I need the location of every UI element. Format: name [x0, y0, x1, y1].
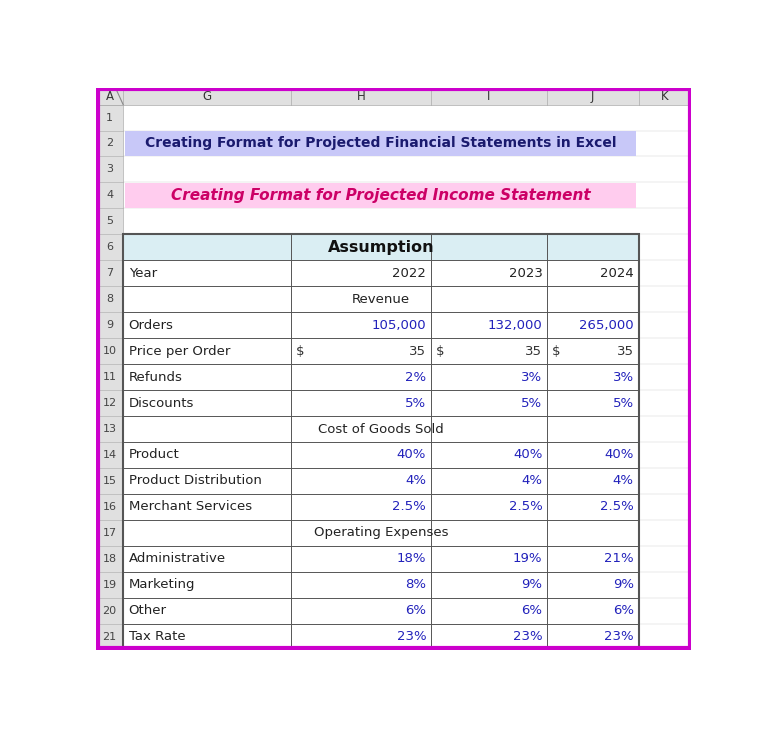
Text: K: K [661, 90, 669, 103]
Text: 18%: 18% [396, 553, 426, 565]
Text: 4%: 4% [406, 474, 426, 488]
Text: 8%: 8% [406, 578, 426, 591]
Text: Product: Product [128, 448, 179, 461]
Text: Tax Rate: Tax Rate [128, 630, 185, 643]
Bar [123, 234, 638, 650]
Text: 23%: 23% [396, 630, 426, 643]
Text: 6: 6 [106, 242, 113, 253]
Text: H: H [356, 90, 366, 103]
Bar [96, 104, 123, 650]
Text: Marketing: Marketing [128, 578, 195, 591]
Text: J: J [591, 90, 594, 103]
Text: G: G [203, 90, 212, 103]
Text: 2.5%: 2.5% [508, 501, 542, 513]
Text: 5%: 5% [521, 396, 542, 410]
Text: 40%: 40% [397, 448, 426, 461]
Text: 5: 5 [106, 216, 113, 226]
Text: Discounts: Discounts [128, 396, 194, 410]
Text: 23%: 23% [513, 630, 542, 643]
Text: Price per Order: Price per Order [128, 345, 230, 358]
Bar [96, 88, 691, 104]
Text: Operating Expenses: Operating Expenses [313, 526, 448, 539]
Text: 13: 13 [103, 424, 117, 434]
Text: Year: Year [128, 266, 157, 280]
Text: A: A [105, 90, 114, 103]
Text: 2023: 2023 [508, 266, 542, 280]
Text: Other: Other [128, 604, 167, 618]
Text: 3: 3 [106, 164, 113, 174]
Text: 14: 14 [102, 450, 117, 460]
Text: 19: 19 [102, 580, 117, 590]
Text: 4%: 4% [521, 474, 542, 488]
Bar [123, 234, 638, 650]
Text: 265,000: 265,000 [579, 319, 634, 331]
Text: Creating Format for Projected Income Statement: Creating Format for Projected Income Sta… [171, 188, 591, 203]
Text: 21%: 21% [604, 553, 634, 565]
Text: 6%: 6% [521, 604, 542, 618]
Text: 9%: 9% [613, 578, 634, 591]
Text: Product Distribution: Product Distribution [128, 474, 261, 488]
Text: 10: 10 [103, 346, 117, 356]
Text: 23%: 23% [604, 630, 634, 643]
Text: 35: 35 [617, 345, 634, 358]
Text: 40%: 40% [513, 448, 542, 461]
Text: 5%: 5% [613, 396, 634, 410]
Text: Assumption: Assumption [327, 240, 434, 255]
Text: 3%: 3% [521, 371, 542, 384]
Bar [124, 235, 637, 260]
Text: 9: 9 [106, 320, 113, 330]
Bar [125, 131, 636, 155]
Text: I: I [487, 90, 491, 103]
Text: 40%: 40% [604, 448, 634, 461]
Text: 2.5%: 2.5% [392, 501, 426, 513]
Text: 4: 4 [106, 191, 113, 201]
Text: 6%: 6% [613, 604, 634, 618]
Text: 15: 15 [103, 476, 117, 486]
Text: 2.5%: 2.5% [600, 501, 634, 513]
Text: Administrative: Administrative [128, 553, 226, 565]
Text: Creating Format for Projected Financial Statements in Excel: Creating Format for Projected Financial … [145, 137, 617, 150]
Text: 12: 12 [102, 398, 117, 408]
Text: Refunds: Refunds [128, 371, 183, 384]
Text: 35: 35 [525, 345, 542, 358]
Text: 8: 8 [106, 294, 113, 304]
Text: 21: 21 [102, 631, 117, 642]
Bar [125, 183, 636, 207]
Text: 2024: 2024 [600, 266, 634, 280]
Text: 105,000: 105,000 [372, 319, 426, 331]
Text: Merchant Services: Merchant Services [128, 501, 252, 513]
Text: 11: 11 [103, 372, 117, 382]
Text: 5%: 5% [405, 396, 426, 410]
Text: Orders: Orders [128, 319, 174, 331]
Text: 2: 2 [106, 139, 113, 148]
Text: 1: 1 [106, 112, 113, 123]
Text: 6%: 6% [406, 604, 426, 618]
Text: 132,000: 132,000 [488, 319, 542, 331]
Text: 3%: 3% [613, 371, 634, 384]
Text: $: $ [296, 345, 304, 358]
Text: $: $ [551, 345, 560, 358]
Text: Revenue: Revenue [352, 293, 410, 306]
Text: 20: 20 [102, 606, 117, 616]
Text: 18: 18 [102, 554, 117, 564]
Text: $: $ [435, 345, 444, 358]
Text: Cost of Goods Sold: Cost of Goods Sold [318, 423, 444, 436]
Text: 2%: 2% [405, 371, 426, 384]
Text: 9%: 9% [521, 578, 542, 591]
Text: 17: 17 [102, 528, 117, 538]
Text: 35: 35 [409, 345, 426, 358]
Text: 7: 7 [106, 269, 113, 278]
Text: 2022: 2022 [392, 266, 426, 280]
Text: 19%: 19% [513, 553, 542, 565]
Text: 4%: 4% [613, 474, 634, 488]
Text: 16: 16 [103, 502, 117, 512]
